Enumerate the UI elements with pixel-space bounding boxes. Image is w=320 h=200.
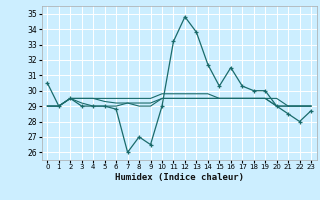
X-axis label: Humidex (Indice chaleur): Humidex (Indice chaleur)	[115, 173, 244, 182]
